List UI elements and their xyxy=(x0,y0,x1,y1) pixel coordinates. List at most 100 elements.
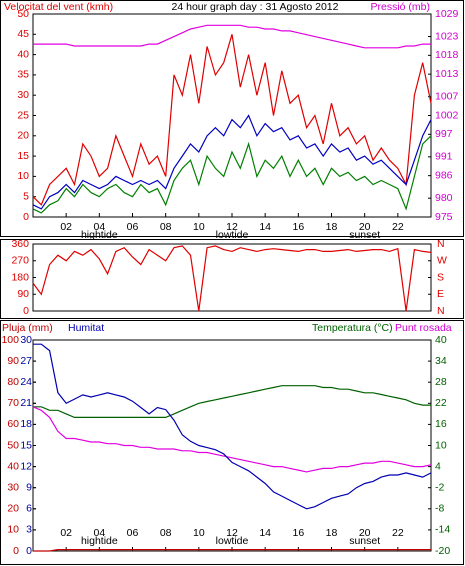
y2-tick-label: 1002 xyxy=(435,109,459,121)
y2-tick-label: 1023 xyxy=(435,30,459,42)
y2-tick-label: 18 xyxy=(20,418,32,430)
x-tick-label: 08 xyxy=(160,527,172,539)
chart-title: 24 hour graph day : 31 Agosto 2012 xyxy=(172,1,339,13)
x-tick-label: 14 xyxy=(259,527,271,539)
x-tick-label: 20 xyxy=(359,221,371,233)
y2-tick-label: N xyxy=(437,238,445,250)
x-tick-label: 20 xyxy=(359,527,371,539)
series-line xyxy=(32,245,432,312)
y2-tick-label: 3 xyxy=(26,524,32,536)
y-tick-label: 50 xyxy=(17,8,29,20)
y-tick-label: 360 xyxy=(11,238,29,250)
y2-tick-label: N xyxy=(437,305,445,317)
x-tick-label: 04 xyxy=(93,527,105,539)
y3-tick-label: 10 xyxy=(435,439,447,451)
y-tick-label: 30 xyxy=(17,89,29,101)
temperature-label: Temperatura (°C) xyxy=(312,322,393,334)
x-tick-label: 10 xyxy=(193,527,205,539)
x-tick-label: 04 xyxy=(93,221,105,233)
series-line xyxy=(33,343,432,510)
y-tick-label: 270 xyxy=(11,255,29,267)
dewpoint-label: Punt rosada xyxy=(395,322,452,334)
y-tick-label: 30 xyxy=(7,481,19,493)
series-line xyxy=(33,24,431,49)
y3-tick-label: 40 xyxy=(435,334,447,346)
y-tick-label: 20 xyxy=(17,130,29,142)
series-line xyxy=(33,385,431,418)
annotation: sunset xyxy=(349,229,380,241)
x-tick-label: 16 xyxy=(292,221,304,233)
y3-tick-label: 28 xyxy=(435,376,447,388)
rain-label: Pluja (mm) xyxy=(2,322,53,334)
y2-tick-label: S xyxy=(437,271,444,283)
y-tick-label: 0 xyxy=(23,305,29,317)
y-tick-label: 90 xyxy=(7,355,19,367)
y2-tick-label: 991 xyxy=(435,151,453,163)
y2-tick-label: 24 xyxy=(20,376,32,388)
y2-tick-label: 1029 xyxy=(435,8,459,20)
x-tick-label: 22 xyxy=(392,221,404,233)
annotation: hightide xyxy=(81,535,118,547)
y2-tick-label: 997 xyxy=(435,128,453,140)
climate-plot xyxy=(32,339,432,552)
y2-tick-label: 21 xyxy=(20,397,32,409)
wind-plot xyxy=(32,13,432,218)
y2-tick-label: 975 xyxy=(435,211,453,223)
y2-tick-label: W xyxy=(437,255,447,267)
y-tick-label: 60 xyxy=(7,418,19,430)
x-tick-label: 02 xyxy=(60,527,72,539)
series-line xyxy=(32,34,432,206)
y2-tick-label: 9 xyxy=(26,481,32,493)
x-tick-label: 06 xyxy=(127,221,139,233)
x-tick-label: 12 xyxy=(226,221,238,233)
y2-tick-label: 1013 xyxy=(435,68,459,80)
y2-tick-label: 30 xyxy=(20,334,32,346)
x-tick-label: 06 xyxy=(127,527,139,539)
y-tick-label: 40 xyxy=(7,460,19,472)
x-tick-label: 18 xyxy=(326,527,338,539)
y3-tick-label: 4 xyxy=(435,460,441,472)
y2-tick-label: 986 xyxy=(435,169,453,181)
y2-tick-label: 980 xyxy=(435,192,453,204)
y2-tick-label: 1007 xyxy=(435,90,459,102)
x-tick-label: 08 xyxy=(160,221,172,233)
y-tick-label: 100 xyxy=(1,334,19,346)
y3-tick-label: -14 xyxy=(435,524,450,536)
x-tick-label: 16 xyxy=(292,527,304,539)
y-tick-label: 90 xyxy=(17,288,29,300)
y-tick-label: 40 xyxy=(17,48,29,60)
y2-tick-label: 27 xyxy=(20,355,32,367)
y2-tick-label: 1018 xyxy=(435,49,459,61)
pressure-label: Pressió (mb) xyxy=(370,1,430,13)
y-tick-label: 5 xyxy=(23,190,29,202)
x-tick-label: 14 xyxy=(259,221,271,233)
x-tick-label: 02 xyxy=(60,221,72,233)
series-line xyxy=(32,114,432,210)
y2-tick-label: 12 xyxy=(20,460,32,472)
y3-tick-label: -2 xyxy=(435,481,444,493)
series-line xyxy=(33,548,431,552)
y2-tick-label: 15 xyxy=(20,439,32,451)
y-tick-label: 20 xyxy=(7,503,19,515)
y-tick-label: 80 xyxy=(7,376,19,388)
y2-tick-label: 6 xyxy=(26,503,32,515)
y-tick-label: 180 xyxy=(11,271,29,283)
annotation: hightide xyxy=(81,229,118,241)
y2-tick-label: 0 xyxy=(26,545,32,557)
y2-tick-label: E xyxy=(437,288,444,300)
annotation: lowtide xyxy=(216,535,249,547)
y-tick-label: 25 xyxy=(17,109,29,121)
y3-tick-label: -20 xyxy=(435,545,450,557)
y3-tick-label: -8 xyxy=(435,503,444,515)
y-tick-label: 0 xyxy=(13,545,19,557)
wind-label: Velocitat del vent (kmh) xyxy=(4,1,113,13)
series-line xyxy=(32,135,432,214)
annotation: lowtide xyxy=(216,229,249,241)
x-tick-label: 22 xyxy=(392,527,404,539)
y-tick-label: 35 xyxy=(17,69,29,81)
y3-tick-label: 22 xyxy=(435,397,447,409)
humidity-label: Humitat xyxy=(68,322,104,334)
y-tick-label: 70 xyxy=(7,397,19,409)
y3-tick-label: 34 xyxy=(435,355,447,367)
